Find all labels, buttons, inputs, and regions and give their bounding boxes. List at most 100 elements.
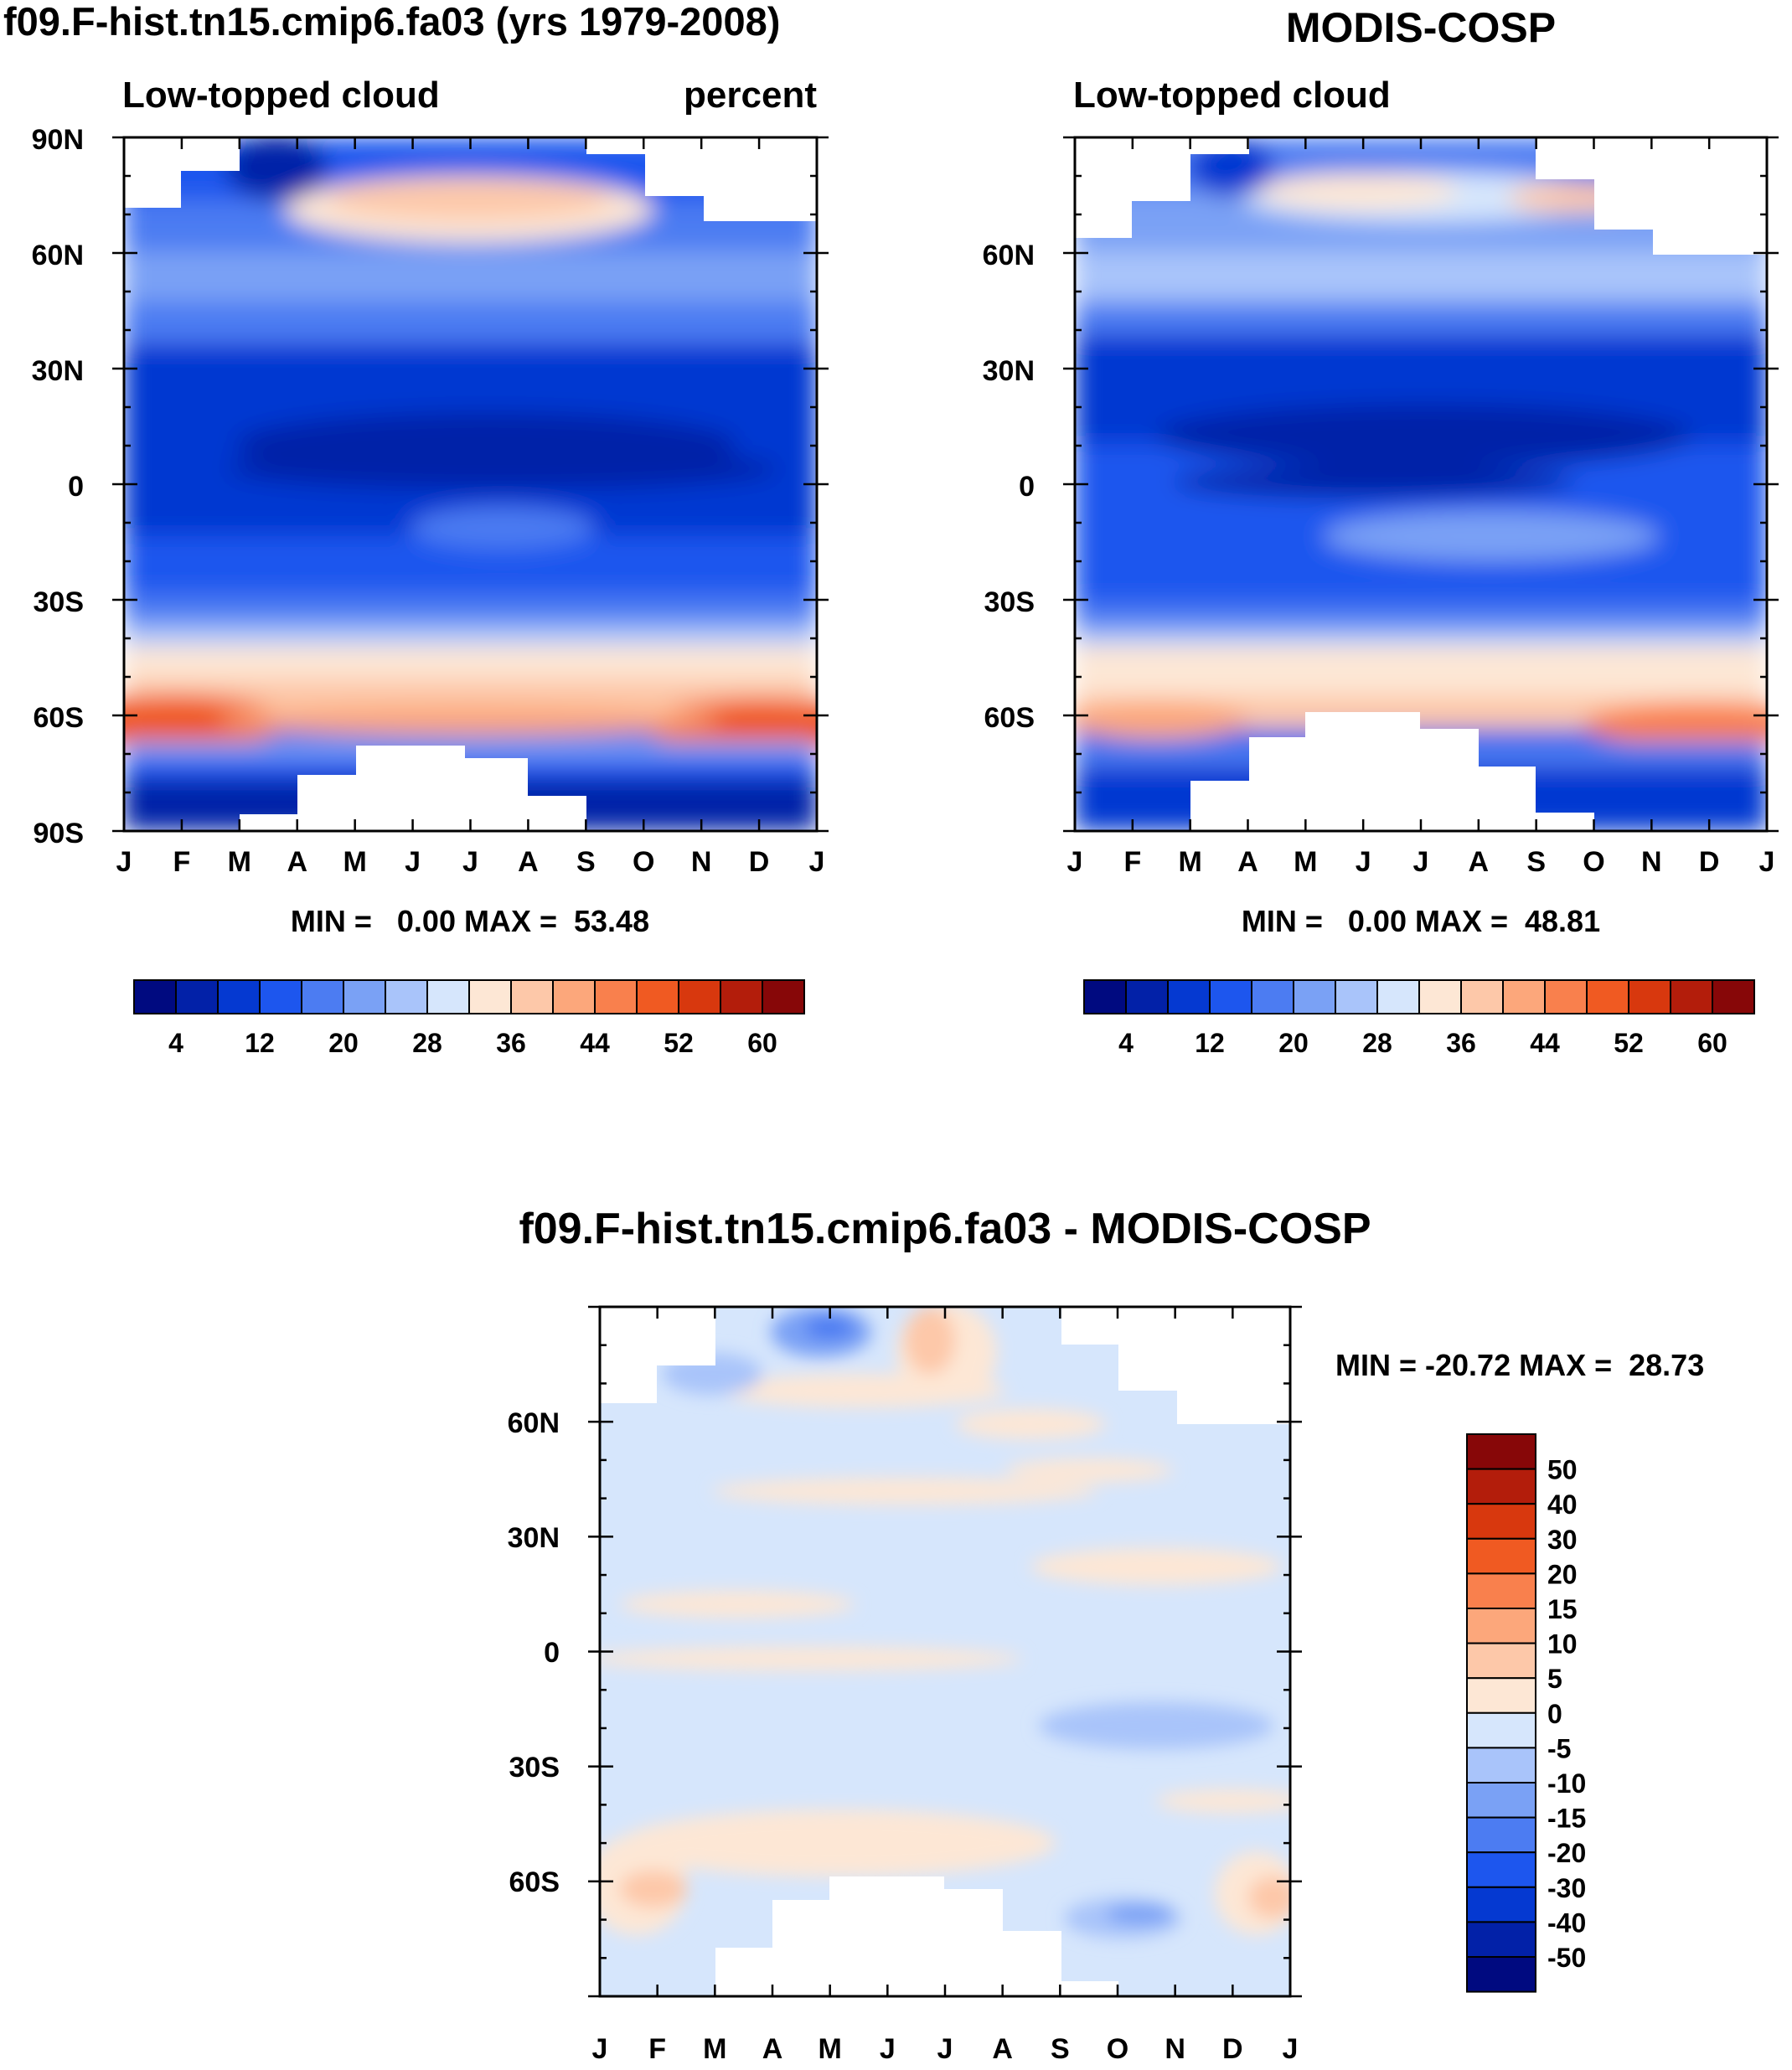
diff-ytick-label: 30S	[509, 1752, 560, 1784]
model-ytick-label: 90S	[34, 818, 85, 849]
diff-colorbar-swatch	[1466, 1711, 1536, 1749]
diff-colorbar-swatch	[1466, 1747, 1536, 1784]
obs-xtick-label: M	[1179, 846, 1202, 878]
obs-xtick-label: D	[1699, 846, 1720, 878]
model-xtick-label: M	[228, 846, 251, 878]
diff-xtick-label: N	[1165, 2033, 1185, 2065]
diff-min-max: MIN = -20.72 MAX = 28.73	[1335, 1348, 1704, 1382]
obs-min-max: MIN = 0.00 MAX = 48.81	[1242, 904, 1600, 938]
diff-colorbar-swatch	[1466, 1956, 1536, 1993]
model-colorbar-label: 52	[664, 1028, 694, 1058]
obs-colorbar-label: 52	[1614, 1028, 1644, 1058]
model-colorbar-label: 60	[747, 1028, 777, 1058]
model-colorbar-label: 4	[168, 1028, 183, 1058]
diff-xtick-label: J	[592, 2033, 608, 2065]
model-colorbar-swatch	[762, 979, 805, 1014]
diff-xtick-label: J	[1283, 2033, 1299, 2065]
obs-y-labels: 60N 30N 0 30S 60S	[983, 240, 1035, 734]
model-colorbar-swatch	[720, 979, 763, 1014]
obs-colorbar-label: 12	[1195, 1028, 1225, 1058]
obs-colorbar-swatch	[1376, 979, 1420, 1014]
diff-ytick-label: 30N	[508, 1522, 560, 1554]
obs-xtick-label: J	[1759, 846, 1775, 878]
diff-xtick-label: F	[648, 2033, 666, 2065]
model-colorbar-label: 12	[245, 1028, 275, 1058]
obs-ytick-label: 60N	[983, 240, 1035, 271]
diff-colorbar-swatch	[1466, 1921, 1536, 1958]
model-title: f09.F-hist.tn15.cmip6.fa03 (yrs 1979-200…	[3, 0, 780, 44]
model-colorbar-swatch	[301, 979, 344, 1014]
obs-left-label: Low-topped cloud	[1073, 75, 1391, 116]
obs-colorbar-swatch	[1586, 979, 1629, 1014]
model-xtick-label: M	[343, 846, 367, 878]
model-colorbar-label: 36	[496, 1028, 526, 1058]
model-colorbar-swatch	[426, 979, 470, 1014]
obs-xtick-label: F	[1123, 846, 1141, 878]
diff-y-labels: 60N 30N 0 30S 60S	[508, 1407, 560, 1898]
model-colorbar-swatch	[385, 979, 428, 1014]
diff-colorbar-swatch	[1466, 1816, 1536, 1854]
model-ytick-label: 0	[68, 471, 84, 503]
obs-colorbar-swatch	[1335, 979, 1378, 1014]
panel-diff: f09.F-hist.tn15.cmip6.fa03 - MODIS-COSP	[508, 1205, 1705, 2065]
diff-colorbar-swatch	[1466, 1677, 1536, 1714]
model-colorbar-swatch	[217, 979, 261, 1014]
obs-xtick-label: S	[1526, 846, 1546, 878]
diff-colorbar-label: -40	[1547, 1907, 1586, 1938]
model-xtick-label: S	[576, 846, 596, 878]
model-ytick-label: 30S	[34, 586, 85, 618]
diff-colorbar-swatch	[1466, 1433, 1536, 1470]
model-ticks	[112, 136, 829, 833]
diff-field	[600, 1307, 1290, 1996]
model-colorbar-swatch	[259, 979, 302, 1014]
diff-xtick-label: J	[880, 2033, 896, 2065]
panel-model: f09.F-hist.tn15.cmip6.fa03 (yrs 1979-200…	[3, 0, 829, 1058]
diff-xtick-label: A	[762, 2033, 783, 2065]
obs-colorbar-swatch	[1209, 979, 1252, 1014]
model-field	[124, 137, 817, 831]
obs-colorbar-swatch	[1293, 979, 1336, 1014]
diff-colorbar-swatch	[1466, 1537, 1536, 1575]
model-xtick-label: J	[116, 846, 132, 878]
diff-colorbar-swatch	[1466, 1572, 1536, 1610]
diff-colorbar-label: -10	[1547, 1768, 1586, 1799]
obs-colorbar-swatch	[1418, 979, 1462, 1014]
diff-colorbar-label: -50	[1547, 1943, 1586, 1973]
diff-colorbar-label: -20	[1547, 1838, 1586, 1868]
model-colorbar-swatch	[678, 979, 721, 1014]
obs-xtick-label: J	[1413, 846, 1429, 878]
model-colorbar-swatch	[468, 979, 512, 1014]
model-colorbar: 4 12 20 28 36 44 52 60	[133, 979, 805, 1058]
obs-title: MODIS-COSP	[1286, 4, 1556, 51]
model-xtick-label: F	[173, 846, 191, 878]
obs-xtick-label: N	[1641, 846, 1662, 878]
diff-xtick-label: D	[1222, 2033, 1243, 2065]
obs-xtick-label: A	[1237, 846, 1258, 878]
model-xtick-label: J	[462, 846, 478, 878]
diff-colorbar-label: -30	[1547, 1873, 1586, 1903]
obs-ytick-label: 0	[1019, 471, 1035, 503]
obs-colorbar-label: 60	[1697, 1028, 1727, 1058]
model-left-label: Low-topped cloud	[122, 75, 440, 116]
diff-title: f09.F-hist.tn15.cmip6.fa03 - MODIS-COSP	[519, 1205, 1371, 1253]
model-xtick-label: A	[287, 846, 307, 878]
model-xtick-label: J	[809, 846, 825, 878]
obs-ytick-label: 30N	[983, 355, 1035, 387]
model-colorbar-swatch	[343, 979, 386, 1014]
obs-colorbar-swatch	[1125, 979, 1169, 1014]
diff-ytick-label: 0	[544, 1637, 560, 1669]
obs-xtick-label: O	[1583, 846, 1604, 878]
obs-colorbar-label: 4	[1118, 1028, 1134, 1058]
obs-colorbar-swatch	[1460, 979, 1504, 1014]
obs-colorbar-swatch	[1544, 979, 1588, 1014]
diff-xtick-label: M	[819, 2033, 842, 2065]
diff-colorbar-label: -15	[1547, 1804, 1586, 1834]
obs-ytick-label: 30S	[984, 586, 1035, 618]
model-xtick-label: J	[405, 846, 421, 878]
diff-colorbar-label: 10	[1547, 1629, 1578, 1660]
model-ytick-label: 60S	[34, 702, 85, 734]
